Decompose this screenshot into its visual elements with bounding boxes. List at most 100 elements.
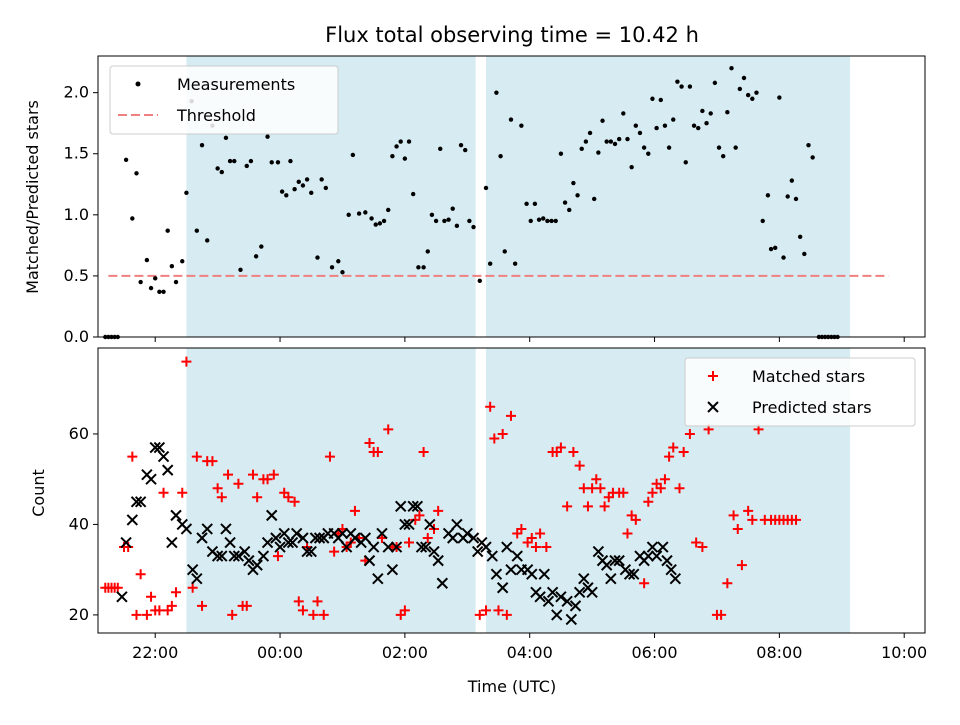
data-point [646, 151, 651, 156]
bottom-panel: 20 40 60 22:00 00:00 02:00 04:00 06:00 08:00 10:0… [69, 347, 927, 662]
data-point [238, 545, 251, 558]
data-point [191, 573, 203, 585]
axes-frame [97, 55, 926, 338]
data-point [481, 605, 492, 616]
data-point [395, 500, 407, 513]
data-point [141, 609, 152, 620]
data-point [454, 223, 460, 229]
data-point [538, 568, 550, 580]
data-point [781, 255, 786, 260]
data-point [471, 224, 476, 230]
data-point [438, 146, 443, 152]
data-point [485, 401, 496, 412]
data-point [372, 447, 383, 458]
data-point [579, 146, 584, 152]
data-point [422, 533, 433, 543]
y-tick-label: 1.0 [64, 205, 89, 224]
data-point [144, 257, 150, 263]
data-point [442, 218, 447, 224]
data-point [312, 596, 323, 607]
data-point [696, 125, 701, 131]
data-point [363, 210, 368, 215]
data-point [637, 130, 643, 136]
data-point [654, 125, 659, 131]
data-point [166, 600, 177, 611]
top-y-axis-label: Matched/Predicted stars [23, 100, 42, 294]
data-point [555, 591, 567, 603]
data-point [169, 263, 175, 269]
data-point [582, 501, 593, 512]
data-point [493, 605, 504, 616]
data-point [416, 265, 421, 270]
data-point [545, 218, 550, 224]
data-point [186, 563, 199, 576]
data-point [349, 532, 361, 544]
data-point [583, 139, 589, 144]
data-point [146, 591, 157, 602]
data-point [394, 144, 399, 149]
data-point [737, 86, 743, 92]
data-point [180, 523, 193, 535]
data-point [534, 591, 546, 603]
data-point [346, 212, 351, 218]
data-point [227, 158, 233, 164]
legend-label: Matched stars [752, 367, 865, 386]
data-point [157, 450, 170, 463]
data-point [415, 541, 428, 553]
data-point [429, 212, 435, 218]
data-point [223, 469, 234, 480]
data-point [373, 222, 378, 227]
data-point [349, 505, 360, 516]
data-point [399, 605, 410, 616]
data-point [197, 600, 208, 611]
data-point [272, 551, 283, 562]
axes-frame [97, 347, 926, 634]
data-point [407, 500, 419, 513]
data-point [666, 145, 672, 150]
data-point [623, 568, 636, 580]
legend-label: Measurements [177, 75, 295, 94]
data-point [489, 433, 500, 444]
y-tick-label: 2.0 [64, 83, 89, 102]
data-point [233, 478, 244, 489]
data-point [296, 179, 301, 185]
data-point [279, 189, 285, 194]
data-point [275, 160, 281, 165]
data-point [309, 190, 314, 196]
data-point [532, 201, 538, 207]
data-point [283, 492, 294, 503]
data-point [641, 145, 647, 150]
data-point [750, 96, 755, 101]
data-point [329, 265, 335, 270]
data-point [177, 487, 188, 498]
data-point [567, 207, 572, 213]
data-point [369, 216, 374, 221]
data-point [232, 158, 237, 164]
data-point [505, 563, 517, 576]
data-point [669, 573, 682, 585]
data-point [293, 596, 304, 607]
data-point [201, 523, 213, 535]
data-point [363, 554, 376, 567]
data-point [383, 424, 394, 435]
data-point [398, 139, 403, 144]
data-point [282, 536, 295, 549]
data-point [153, 441, 166, 454]
data-point [526, 533, 537, 543]
data-point [463, 147, 468, 153]
data-point [646, 541, 659, 553]
data-point [569, 600, 582, 612]
data-point [215, 166, 220, 171]
data-point [604, 139, 609, 144]
data-point [697, 542, 708, 553]
x-tick-label: 04:00 [507, 643, 553, 662]
data-point [451, 518, 463, 531]
data-point [329, 546, 340, 557]
data-point [501, 609, 512, 620]
data-point [309, 532, 322, 544]
data-point [134, 496, 147, 508]
data-point [535, 528, 546, 539]
data-point [318, 609, 329, 620]
data-point [586, 586, 598, 598]
